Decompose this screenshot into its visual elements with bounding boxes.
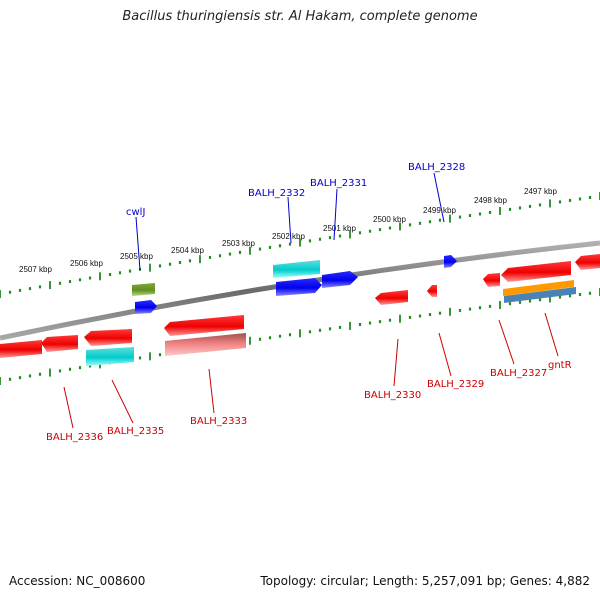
kbp-label: 2497 kbp: [524, 187, 557, 196]
top-gene-labels: cwlJ BALH_2332 BALH_2331 BALH_2328: [126, 162, 465, 218]
kbp-label: 2502 kbp: [272, 232, 305, 241]
kbp-label: 2504 kbp: [171, 246, 204, 255]
kbp-label: 2503 kbp: [222, 239, 255, 248]
gene-BALH_2330[interactable]: [375, 290, 408, 305]
gene-BALH_2332-cyan[interactable]: [273, 260, 320, 278]
bottom-leader-lines: [63, 312, 559, 429]
gene-feature-blue[interactable]: [135, 300, 157, 314]
genome-summary-text: Topology: circular; Length: 5,257,091 bp…: [260, 574, 590, 588]
gene-feature-red-edge[interactable]: [575, 254, 600, 270]
gene-cwlJ[interactable]: [132, 283, 155, 296]
gene-label-BALH_2335[interactable]: BALH_2335: [107, 426, 164, 437]
gene-BALH_2333-pink[interactable]: [165, 333, 246, 356]
gene-BALH_2335[interactable]: [84, 329, 132, 346]
gene-label-BALH_2336[interactable]: BALH_2336: [46, 432, 103, 443]
gene-BALH_2329[interactable]: [427, 285, 437, 297]
gene-feature-steel[interactable]: [504, 287, 576, 303]
kbp-labels: 2507 kbp 2506 kbp 2505 kbp 2504 kbp 2503…: [19, 187, 557, 274]
bottom-gene-labels: BALH_2336 BALH_2335 BALH_2333 BALH_2330 …: [46, 360, 572, 443]
gene-label-gntR[interactable]: gntR: [548, 360, 572, 371]
outer-tick-track: [0, 192, 600, 298]
gene-label-BALH_2332[interactable]: BALH_2332: [248, 188, 305, 199]
gene-label-cwlJ[interactable]: cwlJ: [126, 207, 145, 218]
gene-BALH_2335-cyan[interactable]: [86, 347, 134, 366]
kbp-label: 2500 kbp: [373, 215, 406, 224]
outer-strand-genes: [132, 255, 457, 314]
gene-label-BALH_2331[interactable]: BALH_2331: [310, 178, 367, 189]
gene-gntR[interactable]: [501, 261, 571, 282]
gene-label-BALH_2329[interactable]: BALH_2329: [427, 379, 484, 390]
kbp-label: 2505 kbp: [120, 252, 153, 261]
kbp-label: 2501 kbp: [323, 224, 356, 233]
gene-BALH_2333[interactable]: [164, 315, 244, 336]
inner-strand-genes: [0, 254, 600, 366]
gene-BALH_2328[interactable]: [444, 255, 457, 268]
gene-label-BALH_2327[interactable]: BALH_2327: [490, 368, 547, 379]
gene-label-BALH_2333[interactable]: BALH_2333: [190, 416, 247, 427]
kbp-label: 2499 kbp: [423, 206, 456, 215]
accession-text: Accession: NC_008600: [9, 574, 146, 588]
gene-label-BALH_2328[interactable]: BALH_2328: [408, 162, 465, 173]
gene-feature-orange[interactable]: [503, 280, 574, 296]
kbp-label: 2507 kbp: [19, 265, 52, 274]
gene-BALH_2336[interactable]: [0, 340, 42, 358]
gene-BALH_2332[interactable]: [276, 278, 322, 296]
top-leader-lines: [135, 172, 445, 271]
map-title: Bacillus thuringiensis str. Al Hakam, co…: [122, 9, 478, 24]
gene-label-BALH_2330[interactable]: BALH_2330: [364, 390, 421, 401]
gene-BALH_2336-part[interactable]: [41, 335, 78, 352]
kbp-label: 2506 kbp: [70, 259, 103, 268]
kbp-label: 2498 kbp: [474, 196, 507, 205]
gene-BALH_2327[interactable]: [483, 273, 500, 287]
gene-BALH_2331[interactable]: [322, 271, 358, 288]
